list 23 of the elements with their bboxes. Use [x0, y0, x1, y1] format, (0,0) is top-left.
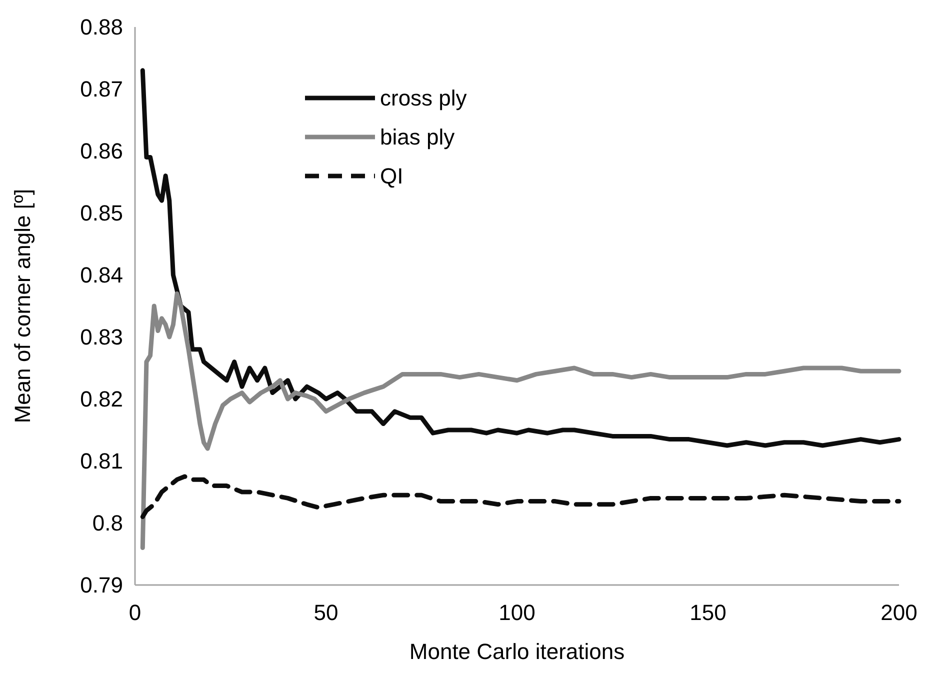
- legend-label: QI: [380, 164, 404, 189]
- legend-label: bias ply: [380, 124, 455, 150]
- y-tick-label: 0.85: [80, 200, 123, 226]
- line-series: [140, 68, 902, 448]
- y-tick-label: 0.8: [92, 510, 123, 536]
- x-tick-label: 50: [314, 600, 338, 625]
- x-axis-title: Monte Carlo iterations: [409, 639, 625, 664]
- x-tick-label: 150: [690, 600, 726, 625]
- line-series: [140, 474, 902, 520]
- y-tick-label: 0.84: [80, 262, 123, 288]
- x-tick-label: 0: [128, 600, 142, 625]
- y-tick-label: 0.83: [80, 324, 123, 350]
- line-series: [140, 291, 902, 550]
- y-axis-title: Mean of corner angle [º]: [10, 188, 35, 424]
- y-tick-label: 0.86: [80, 138, 123, 164]
- y-tick-label: 0.87: [80, 76, 123, 102]
- y-tick-label: 0.82: [80, 386, 123, 412]
- x-tick-label: 200: [880, 600, 918, 625]
- y-tick-label: 0.88: [80, 14, 123, 40]
- legend-label: cross ply: [380, 86, 467, 111]
- y-tick-label: 0.81: [80, 448, 123, 474]
- y-tick-label: 0.79: [80, 572, 123, 598]
- x-tick-label: 100: [498, 600, 536, 625]
